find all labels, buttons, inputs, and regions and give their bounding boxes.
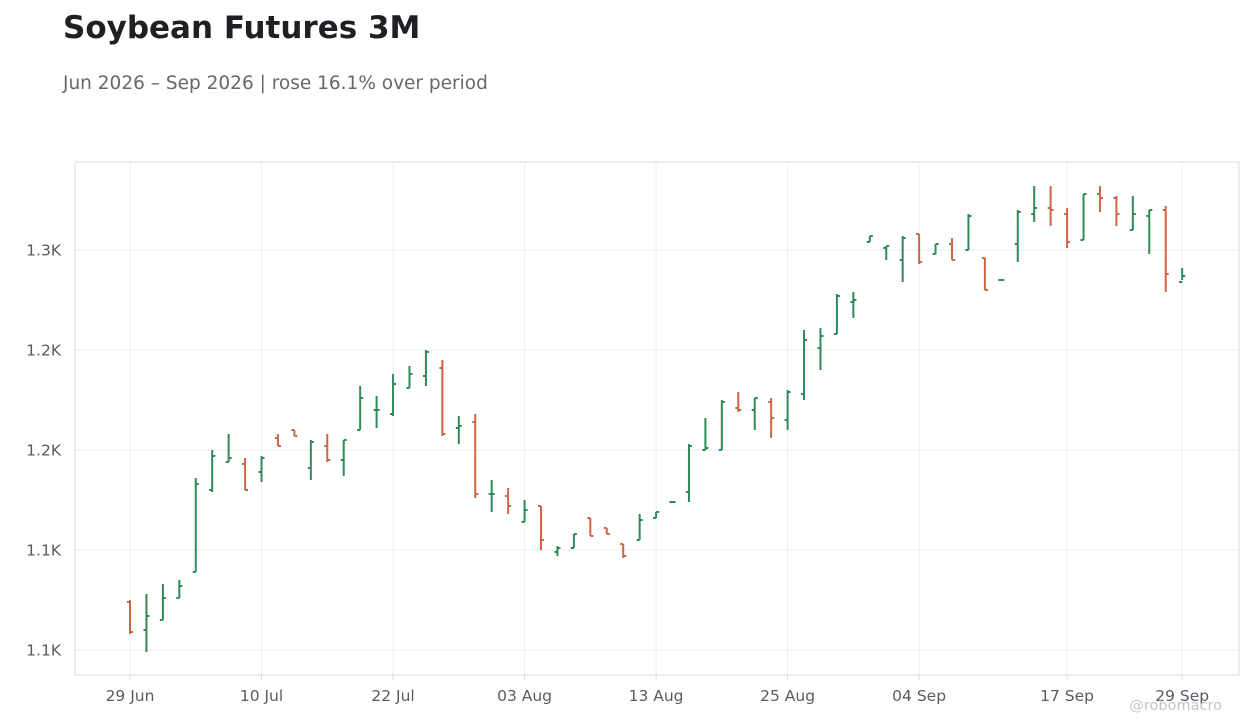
ohlc-bar xyxy=(620,543,627,558)
ohlc-bar xyxy=(949,238,955,261)
ohlc-bar xyxy=(538,505,544,550)
x-tick-label: 10 Jul xyxy=(240,687,283,705)
y-tick-label: 1.3K xyxy=(26,242,62,260)
x-tick-label: 13 Aug xyxy=(629,687,684,705)
x-tick-label: 29 Jun xyxy=(106,687,155,705)
ohlc-bar xyxy=(768,398,775,438)
ohlc-bar xyxy=(340,439,347,476)
ohlc-bar xyxy=(439,360,446,436)
ohlc-bar xyxy=(883,245,890,260)
y-axis: 1.1K 1.1K 1.2K 1.2K 1.3K xyxy=(26,242,62,660)
ohlc-bar xyxy=(801,330,808,400)
ohlc-bar xyxy=(274,434,281,447)
ohlc-bar xyxy=(965,214,972,251)
ohlc-bar xyxy=(488,480,495,512)
ohlc-bar xyxy=(833,294,840,335)
ohlc-bar xyxy=(1179,268,1186,283)
ohlc-bar xyxy=(1031,186,1038,222)
ohlc-bar xyxy=(1080,193,1087,241)
x-tick-label: 25 Aug xyxy=(760,687,815,705)
ohlc-bar xyxy=(570,533,577,549)
chart-title: Soybean Futures 3M xyxy=(63,10,421,46)
ohlc-bar xyxy=(554,546,561,556)
x-tick-label: 04 Sep xyxy=(892,687,946,705)
x-tick-label: 29 Sep xyxy=(1155,687,1209,705)
ohlc-bar xyxy=(685,444,692,502)
ohlc-bar xyxy=(127,600,133,634)
ohlc-bar xyxy=(373,396,380,428)
ohlc-bar xyxy=(784,390,791,430)
ohlc-bar xyxy=(422,350,429,386)
ohlc-bar xyxy=(192,478,199,573)
ohlc-bar xyxy=(981,257,988,291)
ohlc-bar xyxy=(653,511,660,519)
ohlc-bar xyxy=(159,584,166,621)
ohlc-bar xyxy=(735,392,742,412)
plot-frame xyxy=(74,161,1240,676)
ohlc-bar xyxy=(521,500,528,523)
ohlc-bar xyxy=(1047,186,1054,226)
ohlc-bar xyxy=(1064,208,1071,248)
ohlc-bar xyxy=(636,514,643,541)
ohlc-bar xyxy=(176,580,183,599)
ohlc-bar xyxy=(587,517,594,537)
ohlc-bar xyxy=(472,414,479,498)
ohlc-bar xyxy=(390,374,397,416)
ohlc-bar xyxy=(242,458,249,491)
ohlc-bar xyxy=(225,434,232,463)
chart-subtitle: Jun 2026 – Sep 2026 | rose 16.1% over pe… xyxy=(63,73,488,94)
ohlc-bar xyxy=(258,456,265,482)
x-tick-label: 17 Sep xyxy=(1040,687,1094,705)
ohlc-bar xyxy=(718,400,725,451)
ohlc-bar xyxy=(850,292,857,318)
ohlc-bar xyxy=(291,429,298,437)
ohlc-bar xyxy=(702,418,709,451)
x-tick-label: 22 Jul xyxy=(371,687,414,705)
ohlc-bar xyxy=(324,434,331,462)
y-tick-label: 1.2K xyxy=(26,342,62,360)
ohlc-bar xyxy=(899,236,906,282)
ohlc-bar xyxy=(932,243,939,255)
watermark: @robomacro xyxy=(1129,698,1222,714)
ohlc-bar xyxy=(143,594,150,652)
ohlc-bar xyxy=(1096,186,1103,212)
ohlc-bar xyxy=(357,386,364,431)
ohlc-bar xyxy=(1162,206,1169,292)
x-axis: 29 Jun 10 Jul 22 Jul 03 Aug 13 Aug 25 Aug 04 S… xyxy=(106,675,1209,705)
ohlc-bar xyxy=(1146,209,1153,254)
y-tick-label: 1.2K xyxy=(26,442,62,460)
x-tick-label: 03 Aug xyxy=(497,687,552,705)
y-tick-label: 1.1K xyxy=(26,542,62,560)
ohlc-bar xyxy=(751,397,758,430)
ohlc-bar xyxy=(209,450,216,492)
ohlc-bar xyxy=(866,235,873,243)
ohlc-bar xyxy=(603,527,610,535)
ohlc-bar xyxy=(406,366,413,389)
ohlc-bar xyxy=(307,440,314,480)
y-tick-label: 1.1K xyxy=(26,642,62,660)
ohlc-bar xyxy=(505,488,512,514)
ohlc-bar xyxy=(916,233,923,264)
ohlc-bar xyxy=(1113,196,1120,226)
ohlc-bar xyxy=(1014,210,1021,262)
ohlc-bar xyxy=(1129,196,1136,231)
grid xyxy=(75,162,1239,675)
ohlc-bars xyxy=(127,186,1186,652)
ohlc-bar xyxy=(817,328,824,370)
ohlc-bar xyxy=(455,416,462,444)
